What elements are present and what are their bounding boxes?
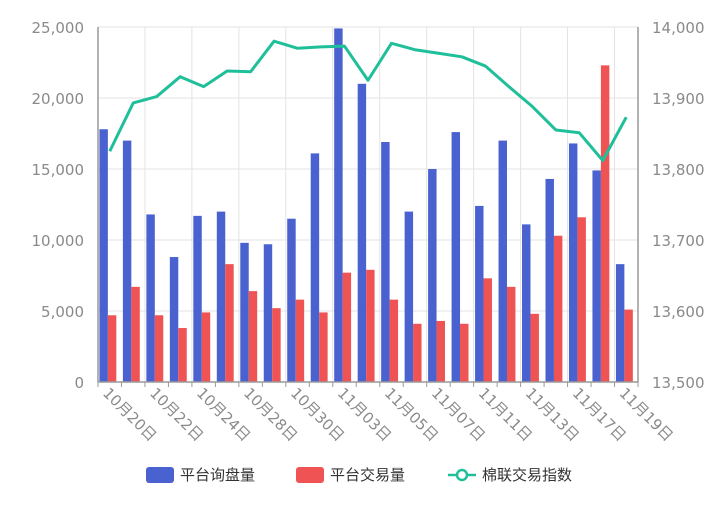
right-y-tick-label: 13,800 — [652, 161, 705, 179]
trade-bar[interactable] — [460, 323, 469, 382]
legend-swatch — [296, 467, 324, 483]
left-y-tick-label: 0 — [74, 374, 84, 392]
right-y-tick-label: 14,000 — [652, 19, 705, 37]
trade-bar[interactable] — [600, 65, 610, 382]
legend-marker — [455, 468, 469, 482]
inquiry-bar[interactable] — [428, 169, 437, 382]
trade-bar[interactable] — [272, 308, 281, 382]
legend[interactable]: 平台询盘量 平台交易量 棉联交易指数 — [146, 466, 572, 484]
right-y-tick-label: 13,600 — [652, 303, 705, 321]
inquiry-bar[interactable] — [287, 218, 296, 382]
legend-label: 棉联交易指数 — [482, 466, 572, 484]
inquiry-bar[interactable] — [310, 153, 320, 382]
inquiry-bar[interactable] — [615, 264, 625, 382]
legend-item[interactable]: 平台交易量 — [296, 466, 405, 484]
trade-bar[interactable] — [389, 299, 399, 382]
trade-bar[interactable] — [178, 328, 187, 382]
inquiry-bar[interactable] — [169, 257, 179, 382]
inquiry-bar[interactable] — [263, 244, 273, 382]
right-y-tick-label: 13,500 — [652, 374, 705, 392]
trade-bar[interactable] — [342, 272, 352, 382]
trade-bar[interactable] — [154, 315, 164, 382]
legend-item[interactable]: 棉联交易指数 — [448, 466, 572, 484]
trade-bar[interactable] — [436, 320, 446, 382]
index-line[interactable] — [108, 39, 628, 162]
inquiry-bar[interactable] — [475, 205, 484, 382]
inquiry-bar[interactable] — [240, 242, 249, 382]
legend-label: 平台询盘量 — [180, 466, 255, 484]
inquiry-bar[interactable] — [568, 143, 578, 382]
x-axis-labels: 10月20日10月22日10月24日10月28日10月30日11月03日11月0… — [99, 384, 676, 445]
inquiry-bar[interactable] — [334, 28, 343, 382]
line-series — [108, 39, 628, 162]
trade-bar[interactable] — [506, 286, 516, 382]
right-y-axis: 13,500 13,600 13,700 13,800 13,900 14,000 — [652, 19, 705, 392]
trade-bar[interactable] — [413, 323, 422, 382]
trade-bar[interactable] — [553, 235, 563, 382]
axes — [97, 27, 639, 387]
inquiry-bar[interactable] — [146, 214, 155, 382]
inquiry-bar[interactable] — [216, 211, 226, 382]
trade-bar[interactable] — [366, 269, 375, 382]
inquiry-bar[interactable] — [357, 83, 367, 383]
trade-bar[interactable] — [530, 313, 539, 382]
legend-label: 平台交易量 — [330, 466, 405, 484]
right-y-tick-label: 13,700 — [652, 232, 705, 250]
inquiry-bar[interactable] — [451, 132, 461, 382]
inquiry-bar[interactable] — [404, 211, 414, 382]
inquiry-bar[interactable] — [592, 170, 601, 382]
right-y-tick-label: 13,900 — [652, 90, 705, 108]
trade-bar[interactable] — [107, 315, 117, 382]
bar-series — [99, 28, 633, 383]
trade-bar[interactable] — [131, 286, 140, 382]
trade-bar[interactable] — [248, 291, 258, 382]
trade-bar[interactable] — [319, 312, 328, 382]
inquiry-bar[interactable] — [381, 142, 390, 382]
left-y-tick-label: 5,000 — [41, 303, 84, 321]
left-y-tick-label: 25,000 — [32, 19, 85, 37]
inquiry-bar[interactable] — [193, 215, 202, 382]
trade-bar[interactable] — [577, 217, 586, 382]
trade-bar[interactable] — [201, 312, 211, 382]
inquiry-bar[interactable] — [545, 178, 554, 382]
legend-swatch — [146, 467, 174, 483]
trade-bar[interactable] — [295, 299, 305, 382]
trade-bar[interactable] — [483, 278, 492, 382]
left-y-axis: 0 5,000 10,000 15,000 20,000 25,000 — [32, 19, 85, 392]
inquiry-bar[interactable] — [122, 140, 132, 382]
left-y-tick-label: 20,000 — [32, 90, 85, 108]
legend-item[interactable]: 平台询盘量 — [146, 466, 255, 484]
inquiry-bar[interactable] — [498, 140, 507, 382]
inquiry-bar[interactable] — [522, 224, 531, 382]
trade-bar[interactable] — [624, 309, 633, 382]
inquiry-bar[interactable] — [99, 129, 108, 382]
left-y-tick-label: 15,000 — [32, 161, 85, 179]
grid-lines — [98, 26, 638, 382]
left-y-tick-label: 10,000 — [32, 232, 85, 250]
trade-bar[interactable] — [225, 264, 234, 382]
